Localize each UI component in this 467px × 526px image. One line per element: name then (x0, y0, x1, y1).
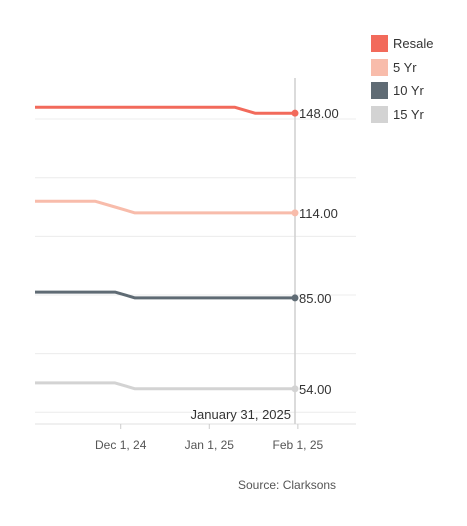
series-end-label-3: 54.00 (299, 382, 332, 397)
series-lines (35, 105, 295, 391)
series-end-dot-1 (291, 209, 299, 217)
series-end-label-2: 85.00 (299, 291, 332, 306)
legend-item[interactable]: 10 Yr (371, 79, 433, 103)
x-tick-label: Feb 1, 25 (273, 438, 324, 452)
series-end-labels: 148.00 114.00 85.00 54.00 (299, 106, 339, 397)
legend-swatch (371, 82, 388, 100)
series-line-2 (35, 290, 295, 300)
legend-label: 15 Yr (393, 106, 424, 122)
legend-swatch (371, 58, 388, 76)
legend-label: 5 Yr (393, 59, 417, 75)
legend-item[interactable]: Resale (371, 32, 433, 56)
series-end-dot-0 (291, 109, 299, 117)
legend-swatch (371, 105, 388, 123)
legend-label: 10 Yr (393, 83, 424, 99)
x-axis-ticks: Dec 1, 24 Jan 1, 25 Feb 1, 25 (95, 424, 324, 452)
legend-item[interactable]: 15 Yr (371, 103, 433, 127)
series-line-0 (35, 105, 295, 115)
series-end-dot-3 (291, 385, 299, 393)
legend-item[interactable]: 5 Yr (371, 56, 433, 80)
x-tick-label: Dec 1, 24 (95, 438, 147, 452)
x-tick-label: Jan 1, 25 (185, 438, 235, 452)
source-note: Source: Clarksons (238, 478, 337, 492)
hover-date-label: January 31, 2025 (191, 407, 291, 422)
series-end-label-0: 148.00 (299, 106, 339, 121)
gridlines (35, 118, 356, 425)
legend: Resale 5 Yr 10 Yr 15 Yr (371, 32, 433, 126)
legend-label: Resale (393, 36, 434, 52)
series-end-label-1: 114.00 (299, 206, 338, 221)
legend-swatch (371, 35, 388, 53)
series-end-dot-2 (291, 294, 299, 302)
series-line-1 (35, 199, 295, 215)
series-end-points (291, 109, 299, 393)
series-line-3 (35, 381, 295, 391)
